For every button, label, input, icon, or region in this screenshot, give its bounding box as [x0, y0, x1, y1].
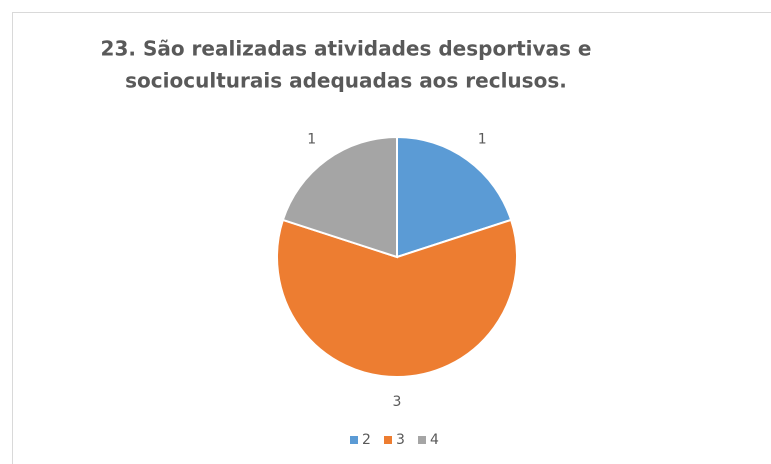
data-label: 3 — [393, 394, 402, 410]
legend-label: 3 — [396, 432, 405, 448]
chart-title: 23. São realizadas atividades desportiva… — [101, 37, 592, 61]
data-label: 1 — [307, 132, 316, 148]
legend-swatch — [384, 436, 392, 444]
data-label: 1 — [478, 132, 487, 148]
pie-slice — [281, 135, 398, 259]
pie-slice — [396, 135, 513, 259]
legend-label: 4 — [430, 432, 439, 448]
legend-label: 2 — [362, 432, 371, 448]
legend-swatch — [350, 436, 358, 444]
pie-slice — [276, 218, 518, 378]
chart-title: socioculturais adequadas aos reclusos. — [125, 69, 567, 93]
legend-swatch — [418, 436, 426, 444]
